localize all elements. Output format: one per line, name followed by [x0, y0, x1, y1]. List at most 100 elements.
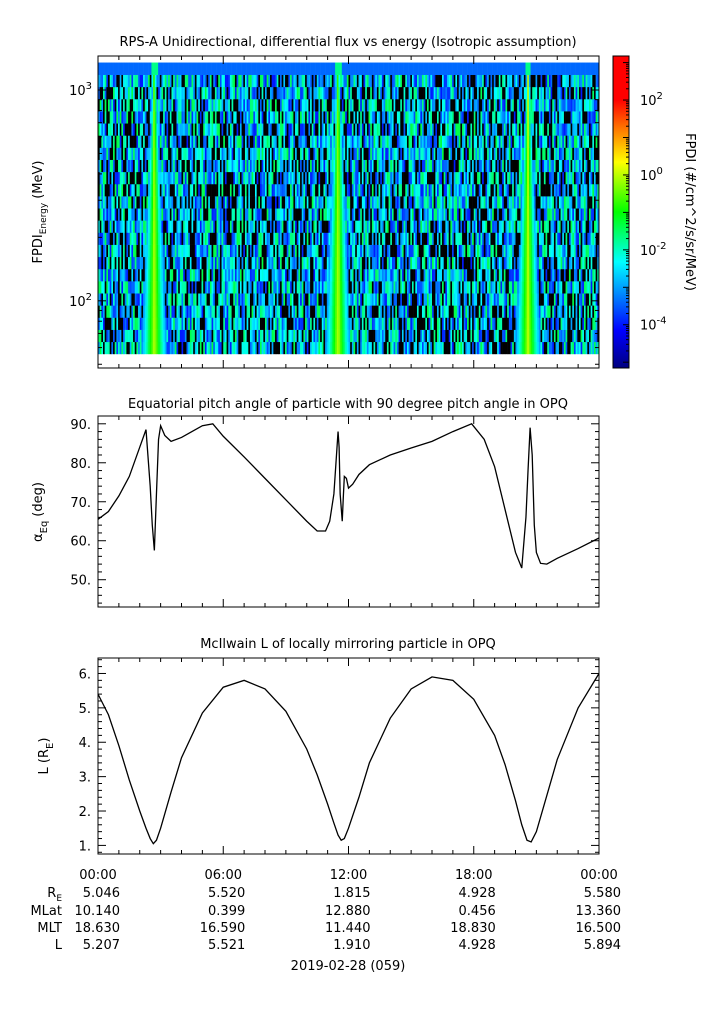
- heatmap-cell: [500, 208, 503, 221]
- heatmap-cell: [585, 208, 588, 221]
- heatmap-cell: [343, 183, 346, 197]
- heatmap-cell: [443, 256, 446, 270]
- heatmap-cell: [435, 293, 438, 306]
- heatmap-cell: [401, 281, 404, 294]
- heatmap-cell: [408, 220, 411, 233]
- heatmap-cell: [228, 317, 231, 330]
- heatmap-cell: [341, 329, 344, 343]
- heatmap-cell: [467, 329, 470, 343]
- heatmap-cell: [256, 341, 259, 355]
- heatmap-cell: [482, 256, 485, 270]
- heatmap-cell: [400, 147, 403, 160]
- heatmap-cell: [275, 147, 277, 160]
- heatmap-cell: [176, 183, 179, 197]
- heatmap-cell: [415, 196, 418, 209]
- heatmap-cell: [114, 281, 117, 294]
- heatmap-cell: [121, 232, 124, 245]
- heatmap-cell: [480, 317, 483, 330]
- heatmap-cell: [550, 305, 553, 318]
- heatmap-cell: [503, 268, 506, 282]
- heatmap-cell: [435, 244, 438, 258]
- heatmap-cell: [186, 220, 189, 233]
- heatmap-cell: [523, 293, 526, 306]
- heatmap-cell: [293, 171, 296, 185]
- heatmap-cell: [580, 305, 583, 318]
- heatmap-cell: [261, 293, 264, 306]
- heatmap-cell: [462, 220, 465, 233]
- heatmap-cell: [472, 159, 475, 173]
- heatmap-cell: [542, 220, 545, 233]
- heatmap-cell: [109, 159, 112, 173]
- heatmap-cell: [515, 171, 518, 185]
- heatmap-cell: [366, 159, 369, 173]
- heatmap-cell: [166, 305, 169, 318]
- heatmap-cell: [258, 232, 261, 245]
- heatmap-cell: [480, 256, 483, 270]
- heatmap-cell: [363, 341, 366, 355]
- heatmap-cell: [263, 341, 266, 355]
- heatmap-cell: [308, 147, 311, 160]
- heatmap-cell: [411, 256, 414, 270]
- heatmap-cell: [281, 232, 284, 245]
- heatmap-cell: [375, 220, 378, 233]
- heatmap-cell: [538, 256, 541, 270]
- heatmap-cell: [234, 183, 237, 197]
- heatmap-cell: [194, 220, 197, 233]
- heatmap-cell: [548, 305, 551, 318]
- heatmap-cell: [101, 196, 104, 209]
- heatmap-cell: [455, 196, 458, 209]
- heatmap-cell: [595, 293, 598, 306]
- heatmap-cell: [316, 268, 319, 282]
- heatmap-cell: [131, 305, 134, 318]
- heatmap-cell: [508, 317, 511, 330]
- heatmap-cell: [487, 159, 490, 173]
- heatmap-cell: [390, 329, 393, 343]
- heatmap-cell: [477, 341, 480, 355]
- heatmap-cell: [158, 232, 161, 245]
- heatmap-cell: [420, 196, 423, 209]
- heatmap-cell: [368, 329, 371, 343]
- heatmap-cell: [219, 208, 222, 221]
- heatmap-cell: [468, 281, 471, 294]
- heatmap-cell: [206, 305, 209, 318]
- heatmap-cell: [361, 220, 364, 233]
- heatmap-cell: [176, 196, 179, 209]
- heatmap-cell: [588, 208, 591, 221]
- heatmap-cell: [453, 341, 456, 355]
- heatmap-cell: [323, 341, 326, 355]
- heatmap-cell: [178, 329, 181, 343]
- heatmap-cell: [380, 244, 383, 258]
- heatmap-cell: [543, 317, 546, 330]
- heatmap-cell: [507, 232, 510, 245]
- heatmap-cell: [465, 305, 468, 318]
- heatmap-cell: [186, 268, 189, 282]
- heatmap-cell: [316, 208, 319, 221]
- heatmap-cell: [305, 196, 308, 209]
- heatmap-cell: [520, 183, 523, 197]
- heatmap-cell: [375, 208, 378, 221]
- heatmap-cell: [520, 329, 523, 343]
- heatmap-cell: [490, 220, 493, 233]
- heatmap-cell: [194, 196, 197, 209]
- heatmap-cell: [523, 159, 526, 173]
- heatmap-cell: [395, 147, 398, 160]
- heatmap-cell: [293, 196, 296, 209]
- heatmap-cell: [530, 196, 533, 209]
- heatmap-cell: [308, 171, 311, 185]
- heatmap-cell: [350, 281, 353, 294]
- heatmap-cell: [413, 281, 416, 294]
- heatmap-cell: [184, 256, 187, 270]
- heatmap-cell: [467, 293, 470, 306]
- heatmap-cell: [562, 317, 565, 330]
- heatmap-cell: [483, 268, 486, 282]
- heatmap-cell: [565, 317, 568, 330]
- heatmap-cell: [548, 317, 551, 330]
- heatmap-cell: [498, 208, 501, 221]
- heatmap-cell: [218, 183, 221, 197]
- heatmap-cell: [113, 281, 115, 294]
- heatmap-cell: [388, 232, 391, 245]
- heatmap-cell: [209, 317, 212, 330]
- heatmap-cell: [435, 171, 438, 185]
- heatmap-cell: [457, 171, 460, 185]
- heatmap-cell: [333, 147, 336, 160]
